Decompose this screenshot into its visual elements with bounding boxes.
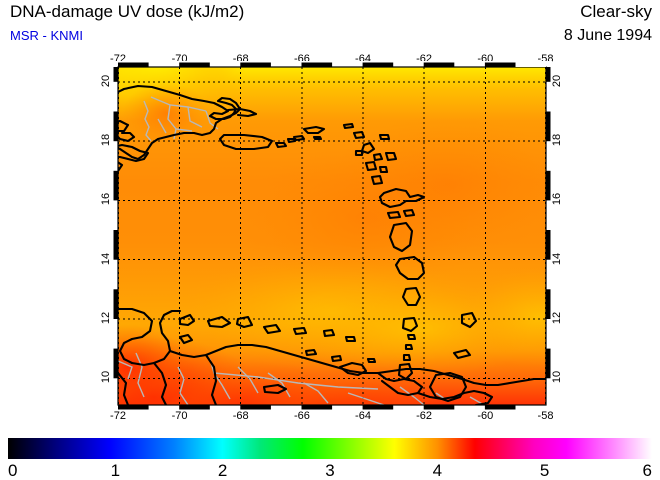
x-axis-top-tick--60: -60 [477, 53, 494, 65]
tick-text: 12 [100, 311, 112, 325]
tick-text: 16 [551, 193, 563, 206]
tick-text: 18 [100, 133, 112, 147]
y-axis-right-tick-18: 18 [549, 134, 565, 146]
y-axis-left-tick-12: 12 [98, 312, 114, 324]
x-axis-top-tick--70: -70 [171, 53, 188, 65]
y-axis-right-tick-14: 14 [549, 253, 565, 265]
y-axis-right-tick-10: 10 [549, 371, 565, 383]
map-plot-area [112, 61, 552, 411]
tick-text: 16 [100, 193, 112, 206]
tick-text: 20 [100, 74, 112, 87]
tick-text: 14 [551, 252, 563, 265]
tick-text: 10 [551, 371, 563, 384]
x-axis-bottom-tick--72: -72 [110, 410, 126, 422]
x-axis-top-tick--58: -58 [537, 53, 554, 65]
x-axis-bottom-tick--60: -60 [477, 410, 494, 422]
y-axis-left-tick-16: 16 [98, 193, 114, 205]
tick-text: 18 [551, 133, 563, 147]
x-axis-bottom-tick--68: -68 [232, 410, 249, 422]
tick-text: 10 [100, 371, 112, 384]
uv-dose-raster [118, 67, 546, 405]
agency-subtitle: MSR - KNMI [10, 28, 83, 43]
colorbar-tick-2: 2 [217, 461, 228, 480]
tick-text: 14 [100, 252, 112, 265]
colorbar-tick-1: 1 [110, 461, 121, 480]
colorbar-tick-3: 3 [325, 461, 335, 480]
y-axis-left-tick-20: 20 [98, 75, 114, 87]
x-axis-top-tick--66: -66 [293, 53, 310, 65]
x-axis-bottom-tick--58: -58 [537, 410, 554, 422]
x-axis-bottom-tick--62: -62 [416, 410, 433, 422]
y-axis-right-tick-12: 12 [549, 312, 565, 324]
x-axis-bottom-tick--70: -70 [171, 410, 188, 422]
colorbar [8, 438, 652, 459]
x-axis-top-tick--64: -64 [355, 53, 371, 65]
colorbar-tick-5: 5 [539, 461, 550, 480]
y-axis-left-tick-18: 18 [98, 134, 114, 146]
y-axis-right-tick-20: 20 [549, 75, 565, 87]
tick-text: 20 [551, 74, 563, 87]
colorbar-tick-0: 0 [8, 461, 18, 480]
y-axis-left-tick-10: 10 [98, 371, 114, 383]
x-axis-top-tick--62: -62 [416, 53, 433, 65]
x-axis-top-tick--68: -68 [232, 53, 249, 65]
x-axis-bottom-tick--66: -66 [293, 410, 310, 422]
tick-text: 12 [551, 311, 563, 325]
colorbar-tick-6: 6 [642, 461, 652, 480]
sky-condition-label: Clear-sky [580, 2, 652, 21]
y-axis-left-tick-14: 14 [98, 253, 114, 265]
page-title: DNA-damage UV dose (kJ/m2) [10, 2, 245, 21]
x-axis-top-tick--72: -72 [110, 53, 126, 65]
colorbar-tick-4: 4 [432, 461, 443, 480]
y-axis-right-tick-16: 16 [549, 193, 565, 205]
x-axis-bottom-tick--64: -64 [355, 410, 371, 422]
date-label: 8 June 1994 [563, 27, 652, 44]
